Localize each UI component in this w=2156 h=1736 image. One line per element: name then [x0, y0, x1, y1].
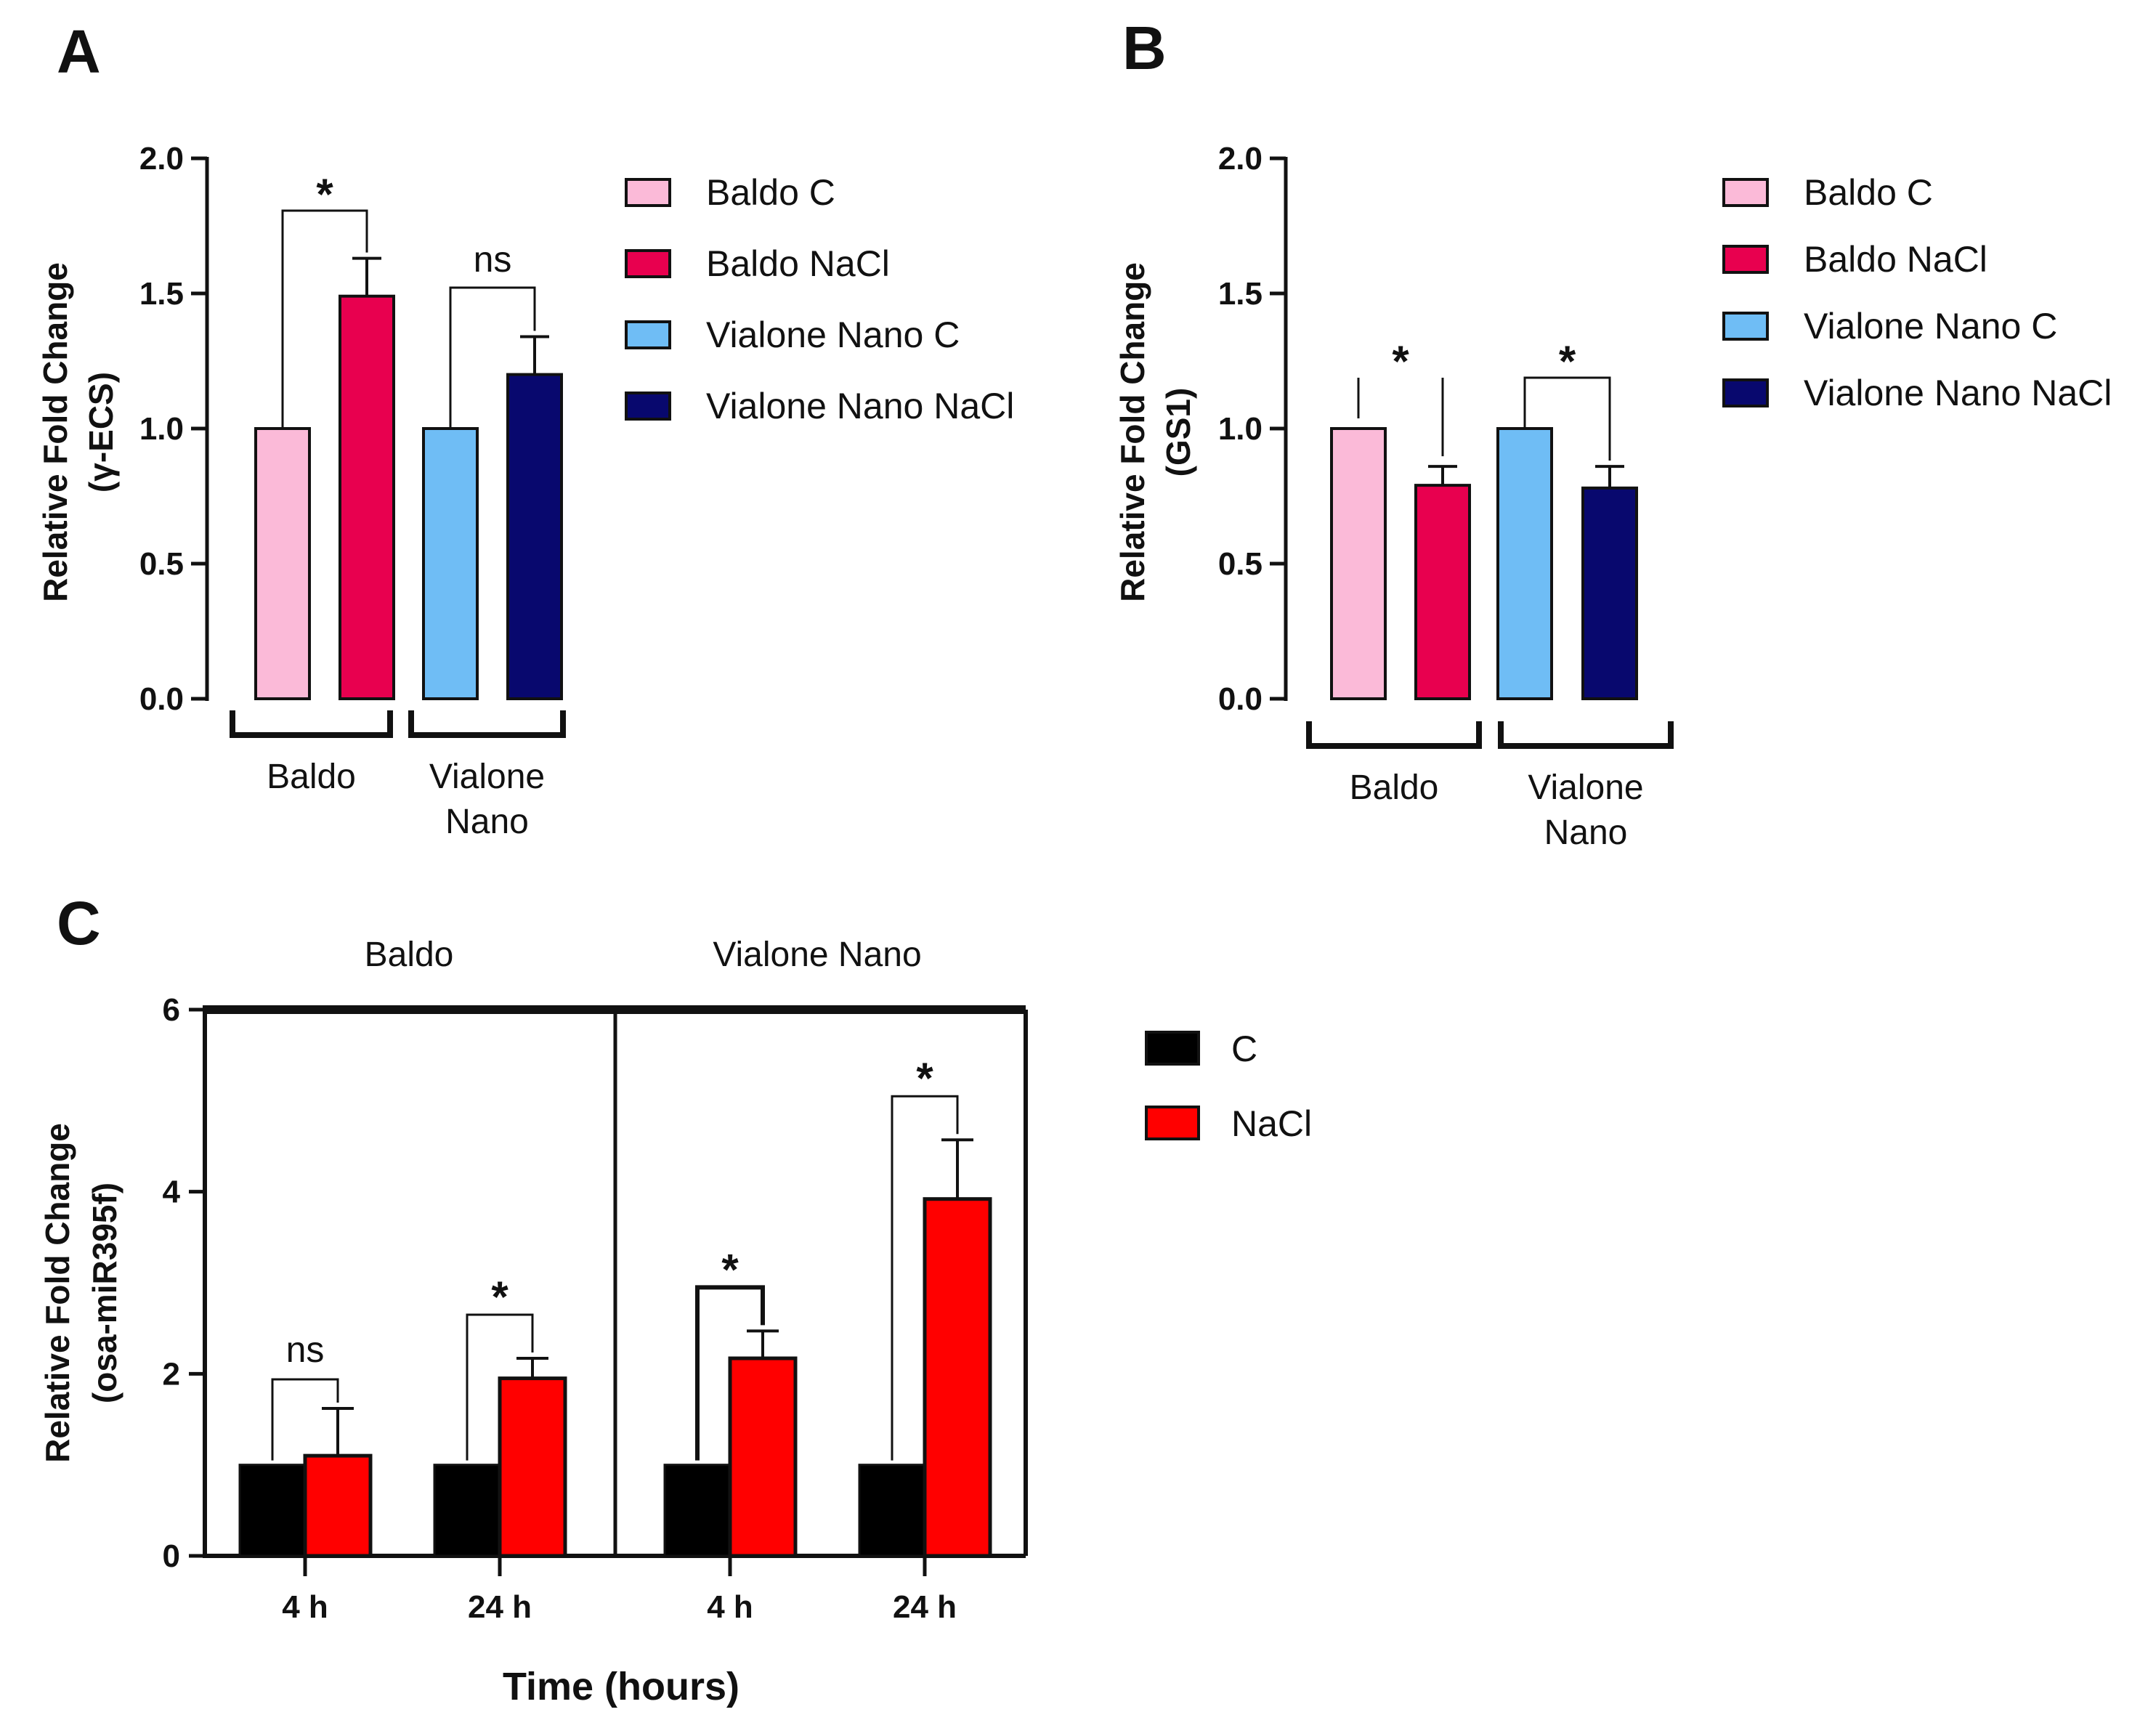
panel-a-y-axis-title-line1: Relative Fold Change	[36, 262, 74, 602]
panel-a-y-tick-label: 1.0	[139, 411, 184, 447]
panel-a-group-bracket	[408, 710, 566, 738]
panel-b-y-axis-title-line1: Relative Fold Change	[1114, 262, 1151, 602]
panel-c-significance-label: *	[491, 1273, 508, 1321]
panel-b-y-tick-label: 0.0	[1218, 681, 1263, 717]
panel-a-group-label: Vialone	[429, 758, 545, 796]
panel-b-bar-baldo-c	[1330, 427, 1387, 700]
panel-c-legend-swatch	[1145, 1031, 1200, 1066]
panel-b-group-label: Baldo	[1350, 768, 1439, 807]
panel-c-significance-label: *	[721, 1245, 739, 1294]
panel-a-group-label: Nano	[445, 803, 529, 841]
panel-c-x-tick-label: 24 h	[468, 1589, 532, 1625]
panel-b-y-tick-label: 1.0	[1218, 411, 1263, 447]
panel-c-facet-vialone-nano: Vialone Nano	[713, 936, 921, 974]
panel-a-significance-label: *	[316, 170, 333, 219]
panel-a-significance-bracket	[281, 209, 368, 429]
panel-c-bar-c	[238, 1464, 307, 1557]
panel-b-y-tick-label: 0.5	[1218, 546, 1263, 582]
panel-a-y-tick-label: 2.0	[139, 141, 184, 177]
panel-c-bar-nacl	[498, 1376, 567, 1558]
panel-b-significance-label: *	[1392, 337, 1409, 386]
panel-c-y-axis-title-line1: Relative Fold Change	[38, 1123, 76, 1463]
panel-c-significance-label: *	[916, 1054, 933, 1103]
panel-c-x-tick-label: 24 h	[893, 1589, 957, 1625]
panel-a-bar-vialone-nano-nacl	[506, 373, 563, 700]
panel-a-y-tick-label: 1.5	[139, 276, 184, 312]
panel-c-y-axis-title-line2: (osa-miR395f)	[86, 1183, 123, 1403]
panel-b-group-label: Nano	[1544, 814, 1628, 852]
panel-a-bar-baldo-c	[254, 427, 311, 700]
panel-c-y-tick-label: 2	[163, 1356, 180, 1392]
panel-c-significance-bracket	[695, 1285, 765, 1461]
panel-a-y-tick-label: 0.0	[139, 681, 184, 717]
panel-b-legend-label: Vialone Nano C	[1804, 306, 2057, 346]
panel-a-legend-label: Vialone Nano NaCl	[706, 386, 1014, 426]
panel-c-x-tick-label: 4 h	[282, 1589, 328, 1625]
panel-b-y-tick-label: 1.5	[1218, 276, 1263, 312]
panel-a-y-axis-title-line2: (γ-ECS)	[82, 372, 120, 492]
panel-a-legend-swatch	[625, 320, 671, 349]
panel-a-legend-swatch	[625, 249, 671, 278]
panel-a-legend-swatch	[625, 178, 671, 207]
panel-a-legend-label: Baldo NaCl	[706, 243, 890, 284]
panel-c-x-axis-title: Time (hours)	[503, 1665, 739, 1708]
panel-b-legend-swatch	[1722, 378, 1769, 407]
panel-a-legend-label: Vialone Nano C	[706, 315, 960, 355]
panel-a-significance-bracket	[449, 286, 536, 429]
panel-c-y-tick-label: 0	[163, 1538, 180, 1574]
panel-b-bar-vialone-nano-c	[1496, 427, 1553, 700]
panel-label-c: C	[57, 889, 101, 957]
panel-c-significance-bracket	[891, 1095, 959, 1461]
panel-a-group-label: Baldo	[267, 758, 356, 796]
panel-a-legend-label: Baldo C	[706, 172, 835, 213]
panel-b-legend-label: Vialone Nano NaCl	[1804, 373, 2112, 413]
panel-b-bar-vialone-nano-nacl	[1581, 486, 1638, 701]
panel-c-bar-nacl	[728, 1356, 798, 1558]
panel-c-significance-bracket	[271, 1378, 339, 1461]
panel-b-significance-label: *	[1559, 337, 1576, 386]
panel-c-bar-nacl	[923, 1197, 992, 1558]
panel-c-facet-baldo: Baldo	[365, 936, 454, 974]
panel-a-significance-label: ns	[474, 239, 512, 280]
panel-a-chart: Relative Fold Change (γ-ECS) 0.0 0.5 1.0 1.…	[36, 141, 1014, 841]
panel-b-legend-swatch	[1722, 245, 1769, 274]
panel-c-y-tick-label: 6	[163, 992, 180, 1028]
panel-c-legend-swatch	[1145, 1106, 1200, 1140]
panel-b-group-label: Vialone	[1528, 768, 1643, 807]
panel-c-bar-c	[663, 1464, 732, 1557]
panel-b-legend-swatch	[1722, 178, 1769, 207]
panel-c-legend-label: NaCl	[1231, 1103, 1312, 1144]
panel-a-group-bracket	[230, 710, 393, 738]
panel-a-bar-baldo-nacl	[339, 294, 395, 701]
panel-c-significance-label: ns	[286, 1329, 325, 1370]
panel-c-bar-c	[858, 1464, 926, 1557]
panel-c-bar-c	[433, 1464, 501, 1557]
panel-label-b: B	[1122, 14, 1167, 82]
panel-c-y-tick-label: 4	[163, 1175, 181, 1210]
panel-a-legend-swatch	[625, 392, 671, 421]
panel-b-legend-swatch	[1722, 312, 1769, 341]
panel-b-legend-label: Baldo NaCl	[1804, 239, 1987, 280]
panel-a-bar-vialone-nano-c	[422, 427, 479, 700]
panel-b-bar-baldo-nacl	[1414, 484, 1471, 700]
panel-b-significance-bracket	[1523, 376, 1611, 461]
panel-b-group-bracket	[1306, 721, 1482, 749]
panel-c-legend-label: C	[1231, 1029, 1257, 1069]
panel-c-bar-nacl	[303, 1453, 373, 1558]
panel-b-y-axis-title-line2: (GS1)	[1159, 388, 1197, 477]
panel-b-group-bracket	[1498, 721, 1674, 749]
panel-b-y-tick-label: 2.0	[1218, 141, 1263, 177]
panel-b-legend-label: Baldo C	[1804, 172, 1933, 213]
panel-b-chart: Relative Fold Change (GS1) 0.0 0.5 1.0 1.5 2…	[1114, 141, 2112, 852]
panel-label-a: A	[57, 17, 101, 86]
panel-c-chart: Relative Fold Change (osa-miR395f) Baldo…	[38, 936, 1312, 1708]
panel-c-significance-bracket	[466, 1313, 534, 1461]
panel-a-y-tick-label: 0.5	[139, 546, 184, 582]
panel-c-x-tick-label: 4 h	[707, 1589, 753, 1625]
